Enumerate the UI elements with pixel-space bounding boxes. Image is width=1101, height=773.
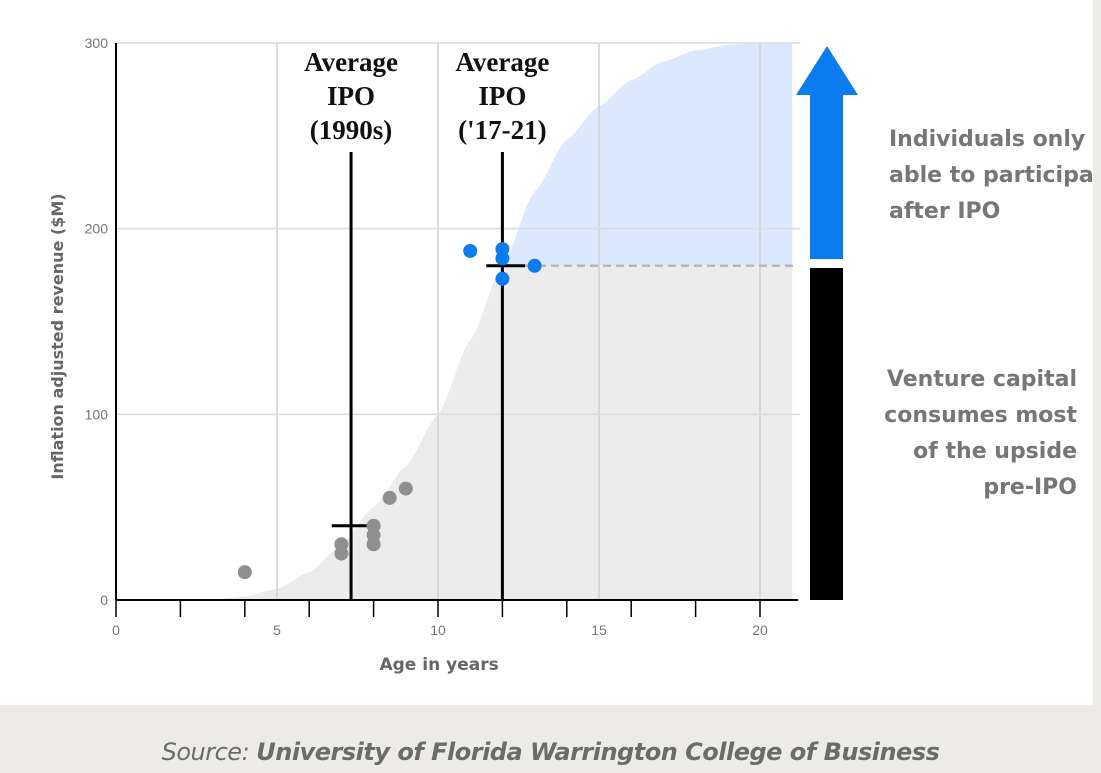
annotation-label: IPO [478, 81, 526, 111]
y-tick-label: 0 [100, 592, 108, 608]
note-individuals: Individuals only able to participat after … [889, 122, 1093, 230]
data-point [463, 243, 478, 258]
source-label: Source: [161, 738, 250, 766]
area-above-threshold [502, 43, 793, 266]
note-line: Individuals only [889, 127, 1086, 152]
y-tick-label: 300 [85, 35, 109, 51]
source-caption: Source: University of Florida Warrington… [0, 738, 1101, 766]
annotation-label: ('17-21) [458, 115, 546, 145]
data-point [398, 481, 413, 496]
note-line: pre-IPO [983, 475, 1077, 500]
note-line: Venture capital [886, 367, 1077, 392]
y-axis-label: Inflation adjusted revenue ($M) [48, 193, 67, 479]
annotation-label: Average [304, 47, 398, 77]
area-below-threshold [116, 265, 793, 600]
x-tick-label: 5 [273, 622, 281, 638]
data-point [334, 537, 349, 552]
note-venture-capital: Venture capital consumes most of the upsid… [884, 362, 1077, 506]
annotation-label: (1990s) [310, 115, 393, 145]
y-tick-label: 100 [85, 406, 109, 422]
x-tick-label: 10 [430, 622, 446, 638]
x-tick-label: 20 [752, 622, 768, 638]
source-text: University of Florida Warrington College… [256, 738, 940, 766]
data-point [495, 251, 510, 266]
up-arrow-icon [796, 46, 858, 259]
data-point [527, 258, 542, 273]
x-axis-label: Age in years [379, 655, 498, 675]
note-line: consumes most [884, 403, 1077, 428]
note-line: able to participat [889, 163, 1093, 188]
chart-card: 0 5 10 15 20 0 100 200 300 Age in years Inflation … [0, 0, 1093, 705]
note-line: of the upside [913, 439, 1077, 464]
data-point [366, 518, 381, 533]
annotation-label: Average [455, 47, 549, 77]
data-point [237, 565, 252, 580]
venture-capital-bar [810, 268, 843, 600]
y-tick-label: 200 [85, 221, 109, 237]
x-tick-label: 15 [591, 622, 607, 638]
note-line: after IPO [889, 199, 1001, 224]
annotation-label: IPO [327, 81, 375, 111]
data-point [495, 271, 510, 286]
x-tick-label: 0 [112, 622, 120, 638]
data-point [382, 490, 397, 505]
